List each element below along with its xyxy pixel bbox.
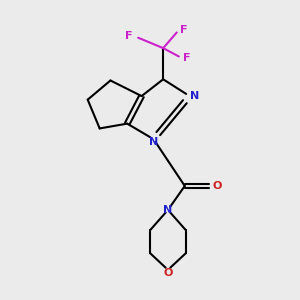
Text: N: N xyxy=(149,136,158,147)
Text: F: F xyxy=(125,31,133,41)
Text: F: F xyxy=(180,25,188,35)
Text: N: N xyxy=(190,91,200,101)
Text: O: O xyxy=(163,268,173,278)
Text: N: N xyxy=(164,205,172,215)
Text: F: F xyxy=(183,53,190,63)
Text: O: O xyxy=(213,181,222,191)
